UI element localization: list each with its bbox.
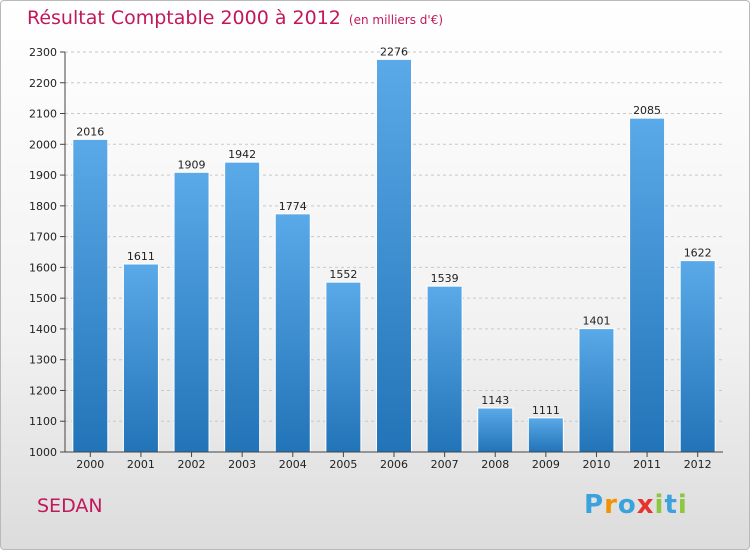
- x-tick-label: 2000: [76, 458, 104, 471]
- x-tick-label: 2009: [532, 458, 560, 471]
- bar: [325, 281, 362, 453]
- bar: [274, 213, 311, 453]
- x-tick-label: 2012: [684, 458, 712, 471]
- bar: [173, 171, 210, 453]
- y-tick-label: 1800: [29, 200, 57, 213]
- bar-value-label: 1622: [684, 247, 712, 260]
- chart-title-text: Résultat Comptable 2000 à 2012: [27, 7, 341, 29]
- logo-letter: P: [584, 490, 605, 520]
- y-tick-label: 1900: [29, 169, 57, 182]
- x-tick-label: 2004: [279, 458, 307, 471]
- x-tick-label: 2002: [178, 458, 206, 471]
- bar: [679, 260, 716, 453]
- logo-letter: o: [617, 490, 637, 520]
- bar: [122, 263, 159, 453]
- y-tick-label: 2100: [29, 108, 57, 121]
- bar-value-label: 1774: [279, 200, 307, 213]
- y-tick-label: 1300: [29, 354, 57, 367]
- bar-value-label: 2016: [76, 125, 104, 138]
- bar: [477, 407, 514, 453]
- bar-value-label: 1942: [228, 148, 256, 161]
- bar-value-label: 1552: [329, 268, 357, 281]
- bar-value-label: 1909: [178, 158, 206, 171]
- logo-letter: r: [604, 490, 618, 520]
- x-tick-label: 2008: [481, 458, 509, 471]
- y-tick-label: 1000: [29, 446, 57, 459]
- y-tick-label: 1200: [29, 384, 57, 397]
- bar: [527, 417, 564, 453]
- logo-letter: x: [636, 490, 655, 520]
- x-tick-label: 2001: [127, 458, 155, 471]
- x-tick-label: 2007: [431, 458, 459, 471]
- bar-value-label: 1539: [431, 272, 459, 285]
- x-tick-label: 2003: [228, 458, 256, 471]
- bar: [376, 58, 412, 453]
- x-tick-label: 2005: [329, 458, 357, 471]
- bar: [426, 285, 463, 453]
- logo-letter: i: [677, 490, 688, 520]
- y-tick-label: 2000: [29, 138, 57, 151]
- bar-value-label: 1401: [582, 315, 610, 328]
- y-tick-label: 1700: [29, 231, 57, 244]
- chart-title: Résultat Comptable 2000 à 2012 (en millie…: [27, 7, 443, 29]
- y-tick-label: 1400: [29, 323, 57, 336]
- bar-value-label: 2085: [633, 104, 661, 117]
- x-tick-label: 2010: [582, 458, 610, 471]
- bar: [629, 117, 666, 453]
- chart-subtitle: (en milliers d'€): [348, 13, 444, 27]
- y-tick-label: 1500: [29, 292, 57, 305]
- y-tick-label: 1600: [29, 261, 57, 274]
- place-name: SEDAN: [37, 495, 103, 517]
- bar: [224, 161, 261, 453]
- logo-letter: i: [654, 490, 665, 520]
- y-tick-label: 1100: [29, 415, 57, 428]
- y-tick-label: 2300: [29, 46, 57, 59]
- bar-value-label: 1611: [127, 250, 155, 263]
- bar-value-label: 2276: [380, 45, 408, 58]
- bar-value-label: 1143: [481, 394, 509, 407]
- x-tick-label: 2006: [380, 458, 408, 471]
- proxiti-logo: Proxiti: [584, 490, 688, 520]
- logo-letter: t: [664, 490, 678, 520]
- bar: [578, 328, 615, 453]
- bar-value-label: 1111: [532, 404, 560, 417]
- bar: [72, 138, 109, 453]
- y-tick-label: 2200: [29, 77, 57, 90]
- x-tick-label: 2011: [633, 458, 661, 471]
